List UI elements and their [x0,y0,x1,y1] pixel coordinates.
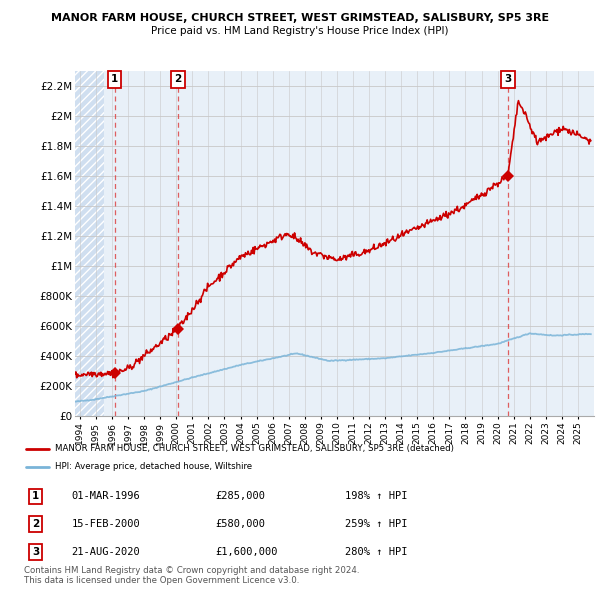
Text: 01-MAR-1996: 01-MAR-1996 [71,491,140,502]
Text: 259% ↑ HPI: 259% ↑ HPI [345,519,407,529]
Text: 2: 2 [175,74,182,84]
Text: 1: 1 [32,491,40,502]
Text: 3: 3 [32,547,40,557]
Text: £580,000: £580,000 [215,519,265,529]
Text: £285,000: £285,000 [215,491,265,502]
Bar [75,71,104,416]
Text: HPI: Average price, detached house, Wiltshire: HPI: Average price, detached house, Wilt… [55,463,252,471]
Text: Price paid vs. HM Land Registry's House Price Index (HPI): Price paid vs. HM Land Registry's House … [151,26,449,36]
Text: This data is licensed under the Open Government Licence v3.0.: This data is licensed under the Open Gov… [24,576,299,585]
Text: 21-AUG-2020: 21-AUG-2020 [71,547,140,557]
Text: 198% ↑ HPI: 198% ↑ HPI [345,491,407,502]
Text: 1: 1 [111,74,118,84]
Text: £1,600,000: £1,600,000 [215,547,278,557]
Text: 280% ↑ HPI: 280% ↑ HPI [345,547,407,557]
Text: MANOR FARM HOUSE, CHURCH STREET, WEST GRIMSTEAD, SALISBURY, SP5 3RE (detached): MANOR FARM HOUSE, CHURCH STREET, WEST GR… [55,444,454,453]
Text: 15-FEB-2000: 15-FEB-2000 [71,519,140,529]
Text: 2: 2 [32,519,40,529]
Text: 3: 3 [504,74,511,84]
Text: Contains HM Land Registry data © Crown copyright and database right 2024.: Contains HM Land Registry data © Crown c… [24,566,359,575]
Text: MANOR FARM HOUSE, CHURCH STREET, WEST GRIMSTEAD, SALISBURY, SP5 3RE: MANOR FARM HOUSE, CHURCH STREET, WEST GR… [51,13,549,23]
